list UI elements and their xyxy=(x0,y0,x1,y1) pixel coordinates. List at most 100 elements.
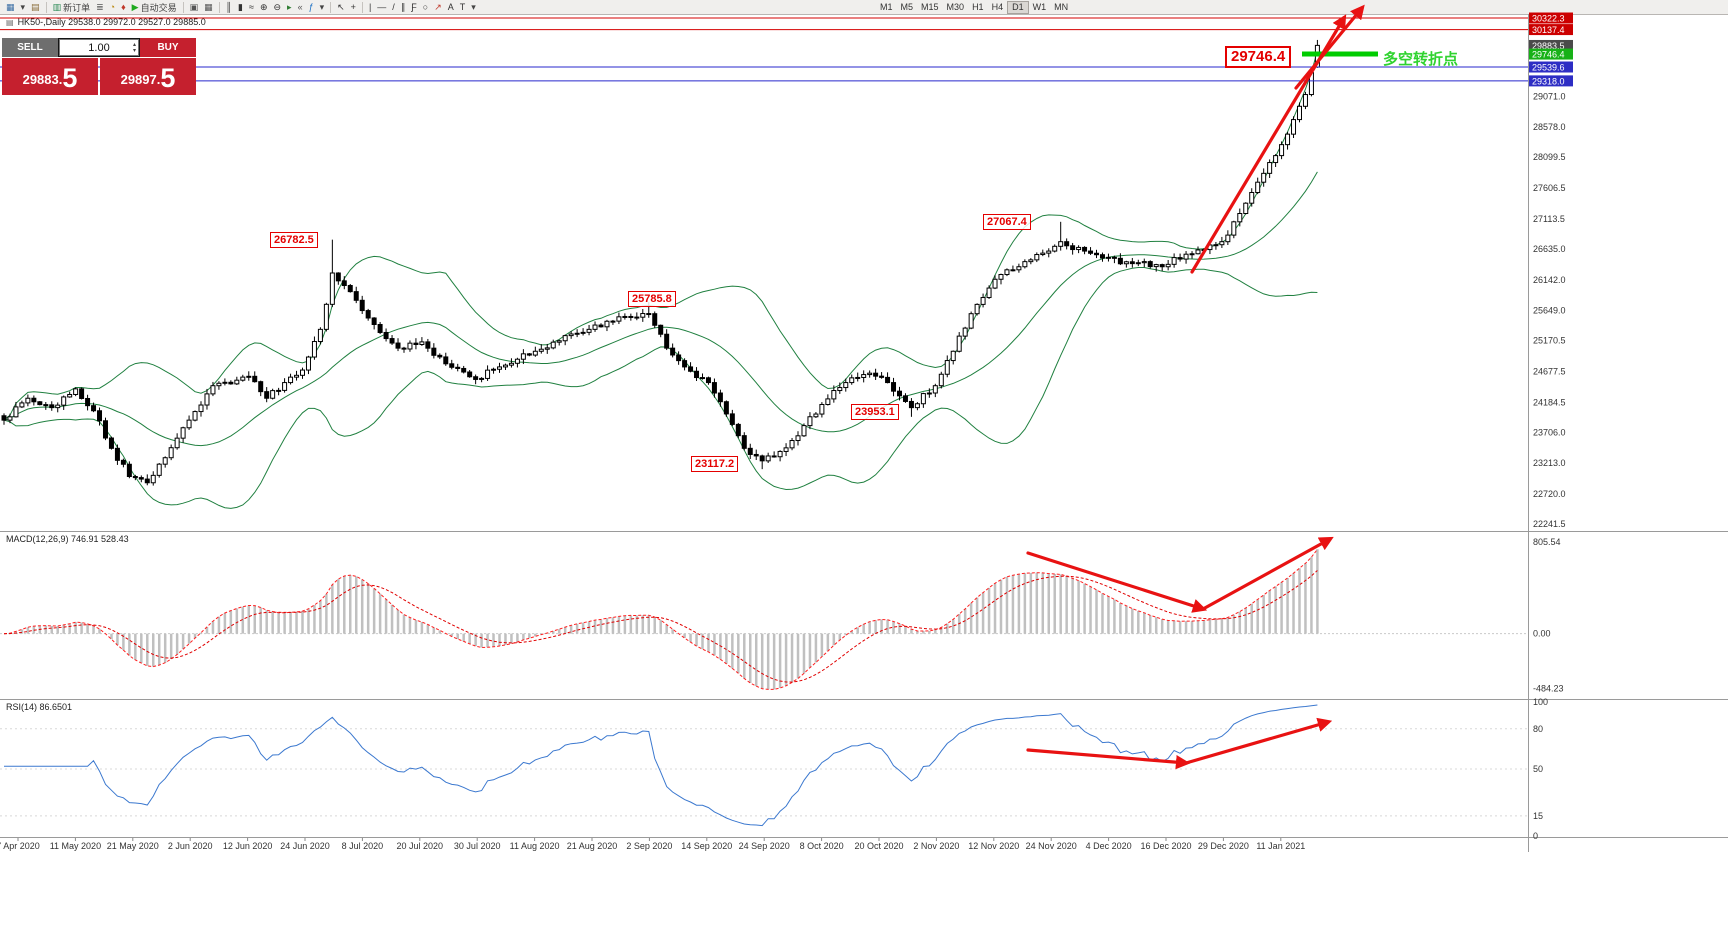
trade-prices-row: 29883. 5 29897. 5 xyxy=(2,58,196,95)
macd-up-arrow[interactable] xyxy=(1201,536,1334,611)
macd-tick: -484.23 xyxy=(1533,684,1564,694)
buy-button[interactable]: BUY xyxy=(140,38,196,57)
candle-body xyxy=(1111,256,1117,259)
timeframe-button-w1[interactable]: W1 xyxy=(1032,2,1047,12)
candles-chart-icon[interactable]: ▮ xyxy=(235,1,246,14)
line-chart-icon[interactable]: ≈ xyxy=(246,1,257,14)
turning-point-label[interactable]: 多空转折点 xyxy=(1383,51,1459,68)
new-chart-icon[interactable]: ▦ xyxy=(3,1,18,14)
annotation-price-label[interactable]: 27067.4 xyxy=(983,214,1031,230)
indicators-dropdown-icon[interactable]: ▾ xyxy=(317,1,328,14)
indicators-dropdown-icon: ▾ xyxy=(319,1,325,12)
volume-down-icon[interactable]: ▾ xyxy=(132,48,136,54)
chart-dropdown-icon[interactable]: ▾ xyxy=(18,1,29,14)
sell-button[interactable]: SELL xyxy=(2,38,58,57)
fibonacci-icon[interactable]: Ƒ xyxy=(408,1,420,14)
candle-body xyxy=(1099,254,1105,259)
rsi-up-arrow[interactable] xyxy=(1184,717,1333,765)
annotation-price-label[interactable]: 23117.2 xyxy=(691,456,739,472)
candle-body xyxy=(664,333,670,349)
candle-body xyxy=(198,404,204,413)
cursor-icon[interactable]: ↖ xyxy=(334,1,348,14)
new-order-button[interactable]: ▥ 新订单 xyxy=(50,1,94,14)
candle-body xyxy=(1004,269,1010,276)
toolbar-separator xyxy=(182,1,184,13)
auto-trading-button-label: 自动交易 xyxy=(140,2,177,13)
timeframe-button-m15[interactable]: M15 xyxy=(921,2,939,12)
candle-body xyxy=(431,347,437,356)
rsi-tick: 0 xyxy=(1533,831,1538,841)
new-order-button: ▥ xyxy=(52,1,62,12)
vertical-line-icon[interactable]: | xyxy=(366,1,374,14)
arrows-tool-icon[interactable]: ↗ xyxy=(431,1,445,14)
crosshair-icon[interactable]: + xyxy=(348,1,359,14)
candle-body xyxy=(592,324,598,330)
volume-input[interactable]: 1.00 ▴ ▾ xyxy=(59,39,139,56)
auto-trading-button[interactable]: ▶ 自动交易 xyxy=(129,1,180,14)
candle-body xyxy=(586,328,592,333)
candle-body xyxy=(741,435,747,449)
buy-price-display[interactable]: 29897. 5 xyxy=(100,58,196,95)
zoom-out-icon[interactable]: ⊖ xyxy=(270,1,284,14)
candle-body xyxy=(97,410,103,422)
timeframe-button-m30[interactable]: M30 xyxy=(946,2,965,12)
price-tick: 26142.0 xyxy=(1533,275,1566,285)
chart-title: ▤ HK50-,Daily 29538.0 29972.0 29527.0 29… xyxy=(6,17,206,27)
horizontal-line-icon[interactable]: — xyxy=(374,1,389,14)
date-label: 21 Aug 2020 xyxy=(567,841,618,851)
zoom-in-icon: ⊕ xyxy=(259,1,268,12)
objects-dropdown-icon[interactable]: ▾ xyxy=(468,1,479,14)
candle-body xyxy=(144,478,150,484)
candle-body xyxy=(514,358,520,364)
chart-shift-icon[interactable]: « xyxy=(295,1,306,14)
indicators-icon[interactable]: ƒ xyxy=(306,1,317,14)
candle-body xyxy=(1213,244,1219,247)
new-window-icon[interactable]: ▣ xyxy=(187,1,202,14)
annotation-price-label-29746[interactable]: 29746.4 xyxy=(1225,46,1292,68)
timeframe-button-h4[interactable]: H4 xyxy=(991,2,1004,12)
candle-body xyxy=(652,313,658,326)
zoom-in-icon[interactable]: ⊕ xyxy=(257,1,271,14)
timeframe-button-h1[interactable]: H1 xyxy=(972,2,984,12)
macd-down-arrow[interactable] xyxy=(1026,551,1208,613)
candle-body xyxy=(186,419,192,429)
history-center-icon[interactable]: ◔ xyxy=(107,1,118,14)
volume-up-icon[interactable]: ▴ xyxy=(132,42,136,48)
tile-windows-icon[interactable]: ▦ xyxy=(201,1,216,14)
trendline-icon[interactable]: / xyxy=(389,1,398,14)
date-label: 14 Sep 2020 xyxy=(681,841,732,851)
candle-body xyxy=(986,287,992,299)
shapes-icon[interactable]: ○ xyxy=(420,1,431,14)
channel-icon: ∥ xyxy=(400,1,406,12)
timeframe-button-m5[interactable]: M5 xyxy=(900,2,914,12)
candle-body xyxy=(1291,119,1297,135)
price-tick: 22720.0 xyxy=(1533,489,1566,499)
candle-body xyxy=(920,393,926,405)
candle-body xyxy=(294,374,300,378)
alerts-icon[interactable]: ♦ xyxy=(118,1,129,14)
sell-price-display[interactable]: 29883. 5 xyxy=(2,58,98,95)
annotation-price-label[interactable]: 25785.8 xyxy=(628,291,676,307)
depth-of-market-icon[interactable]: ≣ xyxy=(93,1,107,14)
bars-chart-icon[interactable]: ║ xyxy=(223,1,235,14)
profiles-icon[interactable]: ▤ xyxy=(28,1,43,14)
timeframe-button-m1[interactable]: M1 xyxy=(880,2,893,12)
main-breakout-arrow[interactable] xyxy=(1294,4,1365,90)
auto-scroll-icon[interactable]: ▸ xyxy=(284,1,295,14)
annotation-price-label[interactable]: 26782.5 xyxy=(270,232,318,248)
timeframe-button-mn[interactable]: MN xyxy=(1054,2,1069,12)
candle-body xyxy=(843,382,849,389)
candle-body xyxy=(491,368,497,371)
text-tool-icon[interactable]: A xyxy=(445,1,457,14)
timeframe-button-d1[interactable]: D1 xyxy=(1007,1,1029,14)
channel-icon[interactable]: ∥ xyxy=(398,1,409,14)
candle-body xyxy=(962,327,968,337)
annotation-price-label[interactable]: 23953.1 xyxy=(851,404,899,420)
rsi-down-arrow[interactable] xyxy=(1026,748,1191,770)
date-label: 16 Dec 2020 xyxy=(1140,841,1191,851)
text-label-icon[interactable]: T xyxy=(457,1,469,14)
candle-body xyxy=(67,393,73,398)
candle-body xyxy=(1147,261,1153,268)
date-label: 11 May 2020 xyxy=(50,841,101,851)
